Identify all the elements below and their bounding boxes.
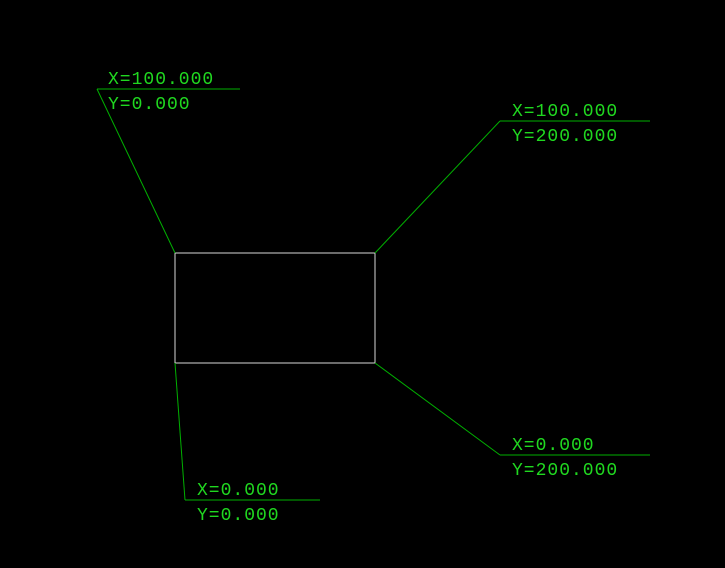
coord-y-label: Y=0.000 — [197, 506, 280, 526]
coord-y-label: Y=0.000 — [108, 95, 191, 115]
coord-x-label: X=100.000 — [108, 70, 214, 90]
coord-x-label: X=0.000 — [512, 436, 595, 456]
coordinate-callout-top-left: X=100.000 Y=0.000 — [97, 70, 240, 253]
coord-y-label: Y=200.000 — [512, 127, 618, 147]
leader-line — [375, 363, 500, 455]
coord-x-label: X=100.000 — [512, 102, 618, 122]
coordinate-callout-bottom-left: X=0.000 Y=0.000 — [175, 363, 320, 526]
coord-x-label: X=0.000 — [197, 481, 280, 501]
leader-line — [375, 121, 500, 253]
cad-diagram: X=100.000Y=0.000X=100.000Y=200.000X=0.00… — [0, 0, 725, 568]
coordinate-callout-bottom-right: X=0.000 Y=200.000 — [375, 363, 650, 481]
coordinate-callout-top-right: X=100.000 Y=200.000 — [375, 102, 650, 253]
coord-y-label: Y=200.000 — [512, 461, 618, 481]
geometry-rectangle — [175, 253, 375, 363]
leader-line — [175, 363, 185, 500]
